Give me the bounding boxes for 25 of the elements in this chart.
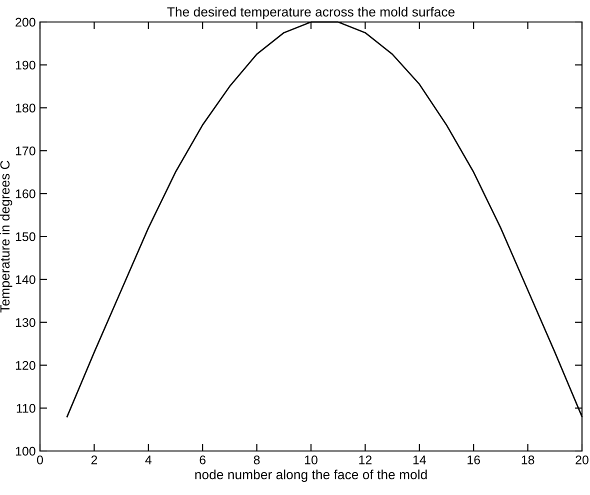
y-tick-label: 150 bbox=[16, 232, 36, 242]
y-tick-label: 100 bbox=[16, 446, 36, 456]
x-tick-label: 0 bbox=[37, 455, 43, 464]
x-axis-title: node number along the face of the mold bbox=[195, 470, 427, 482]
y-tick-label: 160 bbox=[16, 189, 36, 198]
x-tick-label: 6 bbox=[200, 455, 206, 464]
x-tick-label: 20 bbox=[576, 455, 588, 464]
x-tick-label: 12 bbox=[359, 455, 372, 464]
y-tick-label: 110 bbox=[16, 404, 36, 413]
y-tick-label: 120 bbox=[16, 361, 36, 370]
y-tick-label: 180 bbox=[16, 104, 36, 112]
x-tick-label: 2 bbox=[91, 455, 98, 464]
y-tick-label: 170 bbox=[16, 146, 36, 156]
x-tick-label: 16 bbox=[468, 455, 480, 464]
x-tick-label: 8 bbox=[254, 455, 260, 464]
y-tick-label: 140 bbox=[16, 275, 36, 284]
chart-title: The desired temperature across the mold surface bbox=[167, 6, 455, 20]
y-tick-label: 190 bbox=[16, 60, 36, 70]
y-axis-title: Temperature in degrees C bbox=[0, 160, 12, 312]
x-tick-label: 4 bbox=[145, 456, 152, 464]
x-tick-label: 18 bbox=[522, 455, 534, 464]
x-tick-label: 10 bbox=[305, 455, 318, 464]
x-tick-label: 14 bbox=[413, 456, 426, 464]
y-tick-label: 130 bbox=[16, 318, 36, 327]
y-tick-label: 200 bbox=[16, 18, 36, 27]
